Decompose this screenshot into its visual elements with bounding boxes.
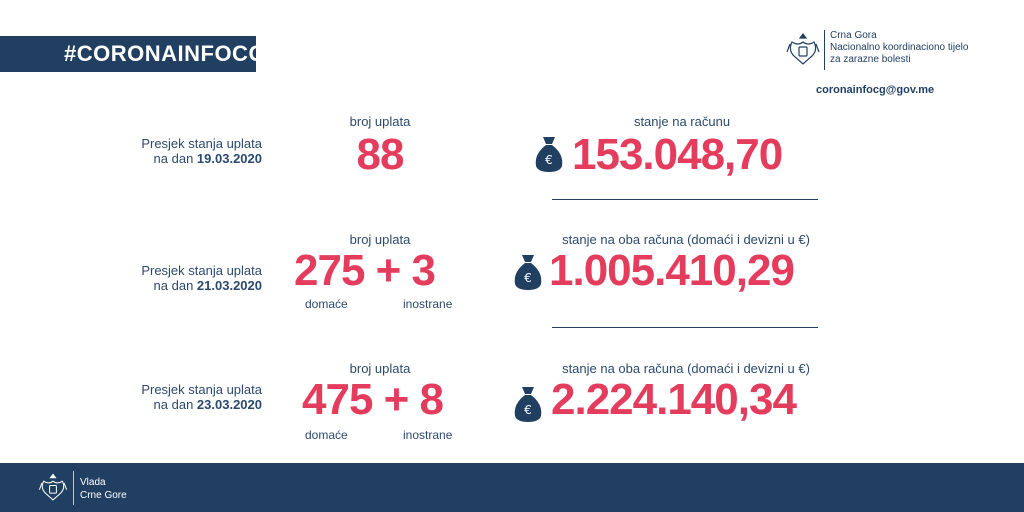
separator-1	[552, 199, 818, 200]
row-2-amount: 1.005.410,29	[549, 246, 795, 295]
row-3-foreign-label: inostrane	[403, 428, 453, 442]
row-2-domestic-label: domaće	[305, 297, 348, 311]
presjek-date-line: na dan 23.03.2020	[0, 397, 262, 412]
presjek-title: Presjek stanja uplata	[141, 382, 262, 397]
money-bag-euro-icon: €	[535, 137, 563, 172]
money-bag-euro-icon: €	[514, 387, 542, 422]
presjek-date-line: na dan 19.03.2020	[0, 151, 262, 166]
org-line-1: Crna Gora	[830, 30, 877, 41]
presjek-date: 23.03.2020	[196, 397, 262, 412]
org-header: Crna Gora Nacionalno koordinaciono tijel…	[786, 30, 968, 72]
org-line-3: za zarazne bolesti	[830, 54, 911, 65]
coat-of-arms-icon	[38, 473, 68, 501]
row-2-count-label: broj uplata	[349, 232, 411, 247]
separator-2	[552, 327, 818, 328]
svg-text:€: €	[545, 153, 553, 167]
presjek-date-prefix: na dan	[153, 278, 194, 293]
presjek-date-prefix: na dan	[153, 397, 194, 412]
row-1-count: 88	[356, 130, 405, 179]
svg-text:€: €	[524, 403, 532, 417]
row-3-count: 475 + 8	[302, 375, 444, 424]
footer-text: Vlada Crne Gore	[80, 476, 127, 502]
hashtag-banner: #CORONAINFOCG	[0, 36, 266, 72]
money-bag-euro-icon: €	[514, 255, 542, 290]
row-2-account-label: stanje na oba računa (domaći i devizni u…	[562, 232, 810, 247]
row-3-account-label: stanje na oba računa (domaći i devizni u…	[562, 361, 810, 376]
row-1-presjek: Presjek stanja uplata na dan 19.03.2020	[0, 136, 262, 166]
presjek-title: Presjek stanja uplata	[141, 263, 262, 278]
footer-divider	[73, 471, 74, 505]
row-2-presjek: Presjek stanja uplata na dan 21.03.2020	[0, 263, 262, 293]
contact-email[interactable]: coronainfocg@gov.me	[816, 84, 935, 96]
footer-line-1: Vlada	[80, 477, 106, 488]
footer-line-2: Crne Gore	[80, 490, 127, 501]
presjek-date: 19.03.2020	[196, 151, 262, 166]
row-1-count-label: broj uplata	[349, 114, 411, 129]
row-1-amount: 153.048,70	[572, 130, 783, 179]
presjek-date-line: na dan 21.03.2020	[0, 278, 262, 293]
row-2-foreign-label: inostrane	[403, 297, 453, 311]
row-3-amount: 2.224.140,34	[551, 375, 797, 424]
row-2-count: 275 + 3	[294, 246, 436, 295]
org-text: Crna Gora Nacionalno koordinaciono tijel…	[830, 30, 968, 66]
coat-of-arms-icon	[786, 33, 820, 65]
presjek-title: Presjek stanja uplata	[141, 136, 262, 151]
presjek-date-prefix: na dan	[153, 151, 194, 166]
org-line-2: Nacionalno koordinaciono tijelo	[830, 42, 969, 53]
presjek-date: 21.03.2020	[196, 278, 262, 293]
row-3-count-label: broj uplata	[349, 361, 411, 376]
svg-text:€: €	[524, 271, 532, 285]
row-3-domestic-label: domaće	[305, 428, 348, 442]
footer-bar: Vlada Crne Gore	[0, 463, 1024, 512]
org-divider	[824, 30, 825, 70]
row-3-presjek: Presjek stanja uplata na dan 23.03.2020	[0, 382, 262, 412]
row-1-account-label: stanje na računu	[633, 114, 731, 129]
